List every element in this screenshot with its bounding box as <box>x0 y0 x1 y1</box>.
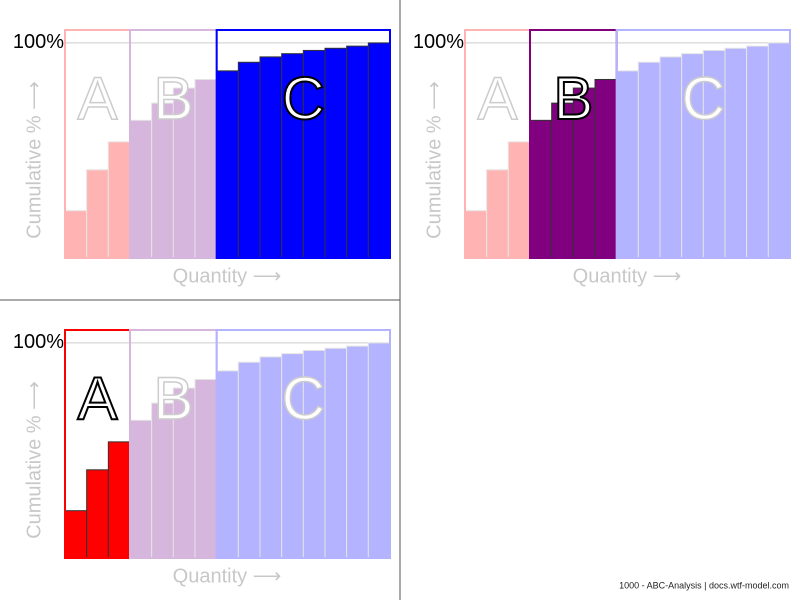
bar <box>216 370 239 559</box>
y-axis-label: Cumulative % ⟶ <box>23 381 45 539</box>
bar <box>64 210 88 259</box>
group-label: B <box>153 65 193 132</box>
bar <box>507 141 531 259</box>
group-label: C <box>282 365 325 432</box>
bar <box>259 356 283 559</box>
group-label: B <box>153 365 193 432</box>
bar <box>594 78 618 259</box>
bar <box>86 469 109 559</box>
group-label: C <box>682 65 725 132</box>
group-label: C <box>282 65 325 132</box>
group-label: B <box>553 65 593 132</box>
y-tick-label: 100% <box>13 31 64 53</box>
bar <box>216 70 239 259</box>
bar <box>724 47 748 259</box>
bar <box>324 47 348 259</box>
bar <box>86 169 109 259</box>
bar <box>767 42 791 259</box>
x-axis-label: Quantity ⟶ <box>573 265 682 287</box>
bar <box>194 378 218 559</box>
bar <box>107 441 131 559</box>
x-axis-label: Quantity ⟶ <box>173 565 282 587</box>
y-axis-label: Cumulative % ⟶ <box>23 81 45 239</box>
bar <box>637 61 661 259</box>
y-tick-label: 100% <box>413 31 464 53</box>
group-label: A <box>77 365 117 432</box>
bar <box>367 342 391 559</box>
bar <box>486 169 509 259</box>
group-label: A <box>77 65 117 132</box>
bar <box>659 56 683 259</box>
y-tick-label: 100% <box>13 331 64 353</box>
group-label: A <box>477 65 517 132</box>
bar <box>237 61 261 259</box>
bar <box>129 119 153 259</box>
bar <box>346 45 369 259</box>
bar <box>324 347 348 559</box>
bar <box>464 210 488 259</box>
y-axis-label: Cumulative % ⟶ <box>423 81 445 239</box>
bar <box>746 45 769 259</box>
bar <box>346 345 369 559</box>
group-frame <box>215 29 391 259</box>
group-frame <box>615 29 792 259</box>
bar <box>129 419 153 559</box>
footer: 1000 - ABC-Analysis | docs.wtf-model.com <box>619 580 789 590</box>
bar <box>367 42 391 259</box>
bar <box>529 119 553 259</box>
bar <box>64 510 88 559</box>
bar <box>194 78 218 259</box>
bar <box>107 141 131 259</box>
x-axis-label: Quantity ⟶ <box>173 265 282 287</box>
bar <box>259 56 283 259</box>
group-frame <box>215 329 391 559</box>
bar <box>616 70 639 259</box>
bar <box>237 361 261 559</box>
